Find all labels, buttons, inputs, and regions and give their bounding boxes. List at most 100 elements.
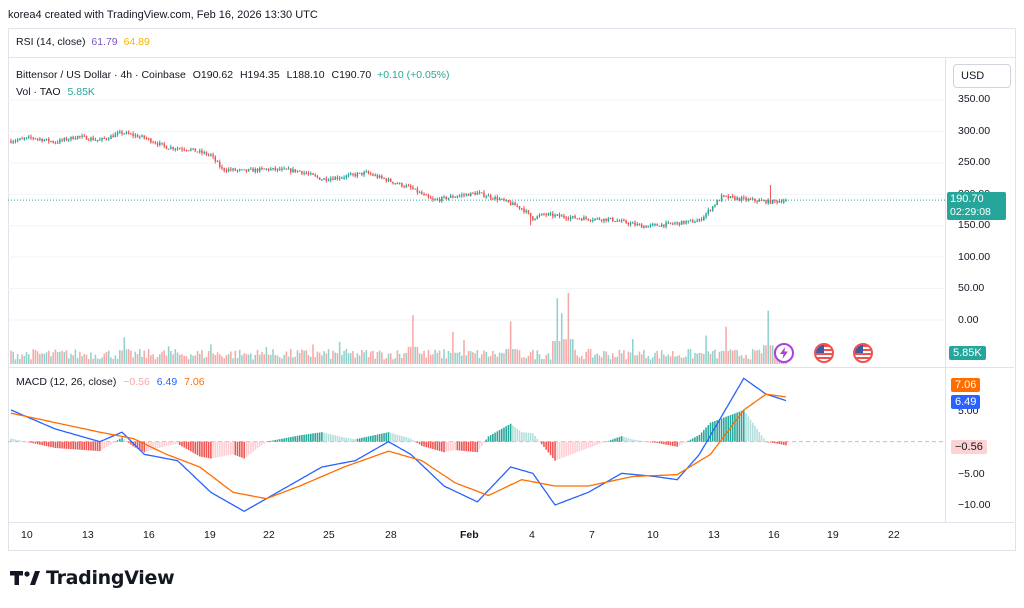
macd-histogram-bar [618, 436, 621, 442]
macd-histogram-bar [540, 441, 543, 445]
macd-signal-tag: 7.06 [951, 378, 981, 392]
volume-bar [605, 351, 607, 364]
currency-button[interactable]: USD [953, 64, 1011, 88]
volume-bar [560, 313, 563, 364]
macd-histogram-bar [258, 441, 261, 447]
tradingview-logo[interactable]: TradingView [10, 567, 175, 589]
volume-bar [307, 355, 310, 364]
candle-body [272, 167, 274, 169]
candle-body [452, 195, 454, 198]
macd-histogram-bar [201, 441, 203, 457]
volume-bar [25, 351, 28, 364]
macd-histogram-bar [230, 441, 232, 455]
volume-bar [536, 350, 539, 364]
macd-histogram-bar [640, 440, 643, 442]
macd-histogram-bar [61, 441, 63, 449]
candle-body [258, 167, 261, 172]
macd-histogram-bar [751, 422, 754, 442]
volume-bar [34, 349, 37, 364]
candle-body [785, 200, 787, 202]
macd-legend[interactable]: MACD (12, 26, close) −0.56 6.49 7.06 [16, 376, 205, 388]
macd-histogram-bar [638, 440, 641, 442]
volume-bar [767, 310, 770, 364]
macd-histogram-bar [505, 426, 507, 442]
candle-body [396, 183, 399, 185]
macd-histogram-bar [749, 419, 752, 442]
macd-histogram-bar [705, 427, 707, 442]
volume-bar [432, 354, 434, 364]
candle-body [174, 148, 177, 150]
volume-bar [312, 344, 314, 364]
volume-bar [165, 355, 168, 364]
volume-bar [41, 353, 43, 364]
symbol-legend[interactable]: Bittensor / US Dollar · 4h · Coinbase O1… [16, 69, 450, 81]
candle-body [423, 194, 425, 196]
volume-bar [549, 359, 552, 364]
candle-body [332, 178, 334, 180]
macd-histogram-bar [636, 440, 638, 442]
macd-histogram-bar [669, 441, 672, 446]
volume-tag: 5.85K [949, 346, 986, 360]
volume-bar [119, 349, 121, 364]
candle-body [605, 218, 607, 221]
candle-body [172, 147, 174, 150]
volume-bar [645, 358, 647, 364]
candle-body [760, 200, 763, 202]
macd-histogram-bar [43, 441, 46, 446]
candle-body [461, 194, 463, 196]
candle-body [656, 224, 658, 226]
macd-histogram-bar [401, 435, 403, 442]
lightning-icon[interactable] [774, 343, 794, 363]
macd-histogram-bar [329, 434, 332, 442]
volume-bar [483, 350, 485, 364]
macd-histogram-bar [771, 441, 774, 443]
candle-body [314, 174, 317, 176]
candle-body [376, 175, 379, 178]
volume-bar [478, 358, 481, 364]
chart-canvas[interactable] [8, 57, 945, 523]
candle-body [767, 199, 770, 204]
candle-body [378, 175, 381, 178]
volume-bar [327, 349, 330, 364]
macd-histogram-bar [634, 439, 636, 442]
volume-bar [492, 350, 494, 364]
candle-body [85, 136, 88, 140]
us-flag-icon[interactable] [814, 343, 834, 363]
us-flag-icon[interactable] [853, 343, 873, 363]
macd-histogram-bar [374, 435, 376, 442]
macd-histogram-bar [387, 432, 390, 442]
candle-body [560, 215, 563, 217]
volume-bar [334, 352, 336, 364]
volume-bar [274, 354, 277, 364]
volume-bar [290, 349, 292, 364]
macd-histogram-bar [696, 436, 698, 442]
macd-histogram-bar [116, 440, 119, 442]
candle-body [23, 138, 26, 140]
volume-bar [494, 354, 496, 364]
macd-histogram-bar [423, 441, 425, 447]
macd-histogram-bar [392, 433, 394, 442]
volume-bar [678, 355, 681, 364]
macd-histogram-bar [290, 437, 292, 442]
volume-bar [707, 351, 710, 364]
volume-bar [125, 349, 128, 364]
candle-body [170, 147, 172, 149]
macd-histogram-bar [769, 441, 772, 443]
candle-body [318, 177, 321, 180]
rsi-legend[interactable]: RSI (14, close) 61.79 64.89 [16, 36, 150, 48]
last-price-value: 190.70 [950, 193, 984, 205]
macd-histogram-bar [47, 441, 50, 447]
candle-body [525, 210, 527, 212]
macd-histogram-bar [34, 441, 37, 444]
macd-histogram-bar [107, 441, 110, 446]
pane-divider[interactable] [8, 367, 1014, 368]
macd-histogram-bar [32, 441, 34, 444]
chart-frame [8, 57, 1016, 551]
volume-legend[interactable]: Vol · TAO 5.85K [16, 86, 95, 98]
candle-body [598, 218, 601, 220]
candle-body [496, 197, 499, 200]
candle-body [703, 216, 705, 221]
candle-body [25, 137, 28, 139]
candle-body [389, 179, 392, 182]
volume-bar [201, 350, 203, 364]
